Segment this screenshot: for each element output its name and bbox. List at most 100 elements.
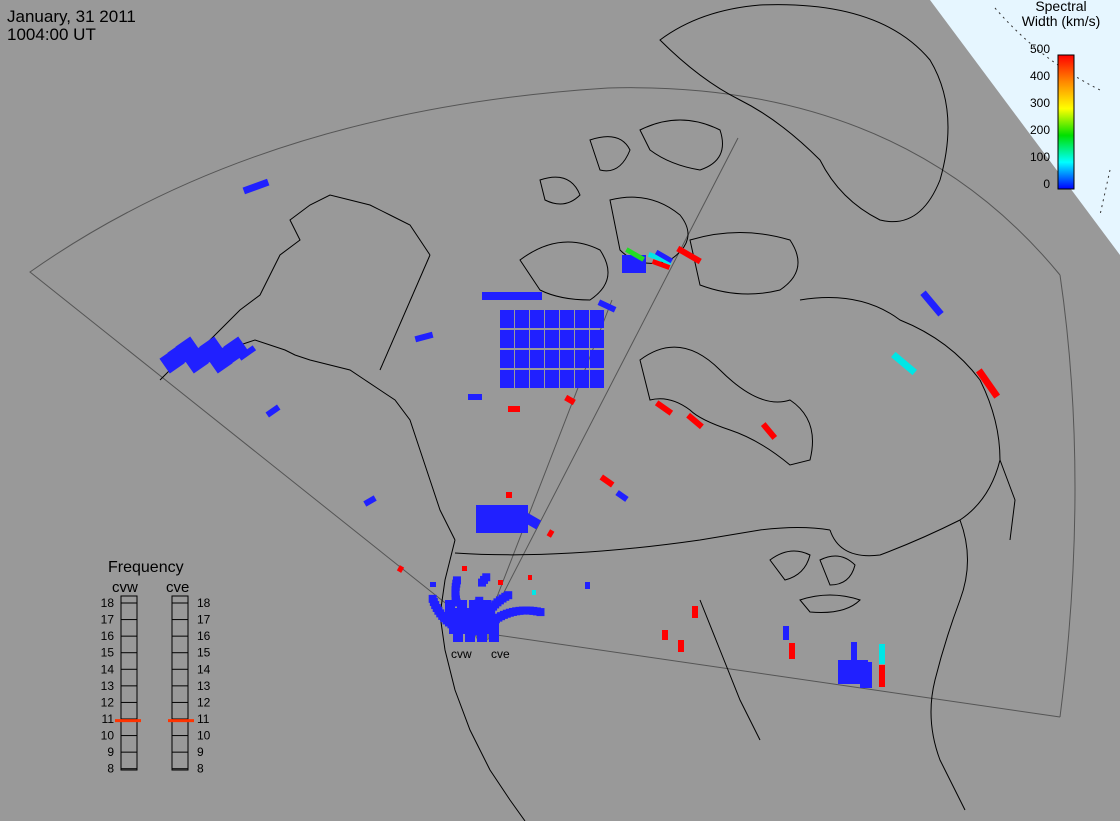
scatter-cell: [515, 350, 529, 368]
freq-scale-label-right: 12: [197, 695, 211, 709]
scatter-cell: [879, 665, 885, 687]
freq-scale-label-right: 16: [197, 629, 211, 643]
scatter-cell: [678, 640, 684, 652]
freq-scale-label-right: 8: [197, 762, 204, 776]
scatter-cell: [530, 292, 542, 300]
scatter-cell: [430, 582, 436, 587]
scatter-cells: [159, 178, 1001, 688]
scatter-cell: [545, 350, 559, 368]
scatter-cell: [575, 370, 589, 388]
freq-scale-label-left: 17: [101, 613, 115, 627]
scatter-cell: [585, 582, 590, 589]
frequency-title: Frequency: [108, 559, 184, 576]
scatter-cell: [482, 292, 494, 300]
scatter-cell: [575, 310, 589, 328]
freq-box-cve: [171, 595, 189, 771]
freq-scale-label-right: 17: [197, 613, 211, 627]
scatter-cell: [500, 370, 514, 388]
scatter-cell: [476, 519, 488, 533]
scatter-cell: [506, 292, 518, 300]
scatter-cell: [462, 566, 467, 571]
freq-scale-label-left: 11: [102, 712, 115, 726]
scatter-cell: [564, 394, 576, 406]
scatter-cell: [545, 330, 559, 348]
scatter-cell: [476, 505, 488, 519]
scatter-cell: [590, 310, 604, 328]
freq-scale-label-right: 13: [197, 679, 211, 693]
freq-scale-label-right: 14: [197, 662, 211, 676]
scatter-cell: [486, 519, 498, 533]
scatter-cell: [662, 630, 668, 640]
scatter-cell: [528, 575, 532, 580]
scatter-cell: [515, 330, 529, 348]
radar-label-cve: cve: [491, 647, 510, 661]
frequency-radar-cvw: cvw: [112, 579, 138, 596]
frequency-panel: 18 18 17 17 16 16 15 15 14 14 13 13 12 12 11 11 10 10 9 9 8 8: [101, 595, 211, 776]
scatter-cell: [530, 330, 544, 348]
scatter-cell: [518, 292, 530, 300]
freq-scale-label-left: 18: [101, 596, 115, 610]
freq-scale-label-left: 12: [101, 695, 115, 709]
scatter-cell: [692, 606, 698, 618]
scatter-cell: [599, 474, 615, 488]
scatter-cell: [465, 616, 475, 642]
scatter-cell: [496, 519, 508, 533]
colorbar: [1057, 54, 1075, 190]
scatter-cell: [891, 351, 917, 376]
scatter-cell: [363, 495, 377, 507]
fov-outline: [29, 87, 1076, 718]
scatter-cell: [530, 310, 544, 328]
scatter-cell: [590, 350, 604, 368]
scatter-cell: [515, 370, 529, 388]
colorbar-tick-100: 100: [1029, 150, 1050, 164]
scatter-cell: [625, 247, 645, 262]
scatter-cell: [506, 505, 518, 519]
map-time: 1004:00 UT: [7, 25, 96, 44]
freq-scale-label-right: 9: [197, 745, 204, 759]
scatter-cell: [920, 290, 944, 317]
scatter-cell: [545, 310, 559, 328]
scatter-cell: [498, 580, 503, 585]
freq-scale-label-left: 9: [107, 745, 114, 759]
scatter-cell: [860, 662, 872, 688]
terminator-dotted-line-2: [1099, 169, 1111, 216]
scatter-cell: [789, 643, 795, 659]
scatter-cell: [597, 299, 617, 313]
freq-scale-label-left: 10: [101, 729, 115, 743]
scatter-cell: [500, 330, 514, 348]
scatter-cell: [508, 406, 520, 412]
scatter-cell: [500, 350, 514, 368]
freq-scale-label-right: 18: [197, 596, 211, 610]
terminator-dotted-line: [994, 7, 1101, 91]
scatter-cell: [783, 626, 789, 640]
scatter-cell: [515, 310, 529, 328]
scatter-cell: [575, 330, 589, 348]
scatter-cell: [468, 394, 482, 400]
scatter-cell: [506, 492, 512, 498]
colorbar-title-line2: Width (km/s): [1021, 13, 1101, 29]
colorbar-title-line1: Spectral: [1035, 0, 1087, 14]
scatter-cell: [560, 310, 574, 328]
scatter-cell: [530, 350, 544, 368]
scatter-cell: [532, 590, 536, 595]
scatter-cell: [265, 404, 281, 418]
coastlines: [159, 4, 1016, 821]
scatter-cell: [546, 529, 555, 538]
scatter-cell: [414, 331, 434, 343]
colorbar-title: Spectral Width (km/s): [1006, 0, 1116, 29]
scatter-cell: [851, 642, 857, 660]
scatter-cell: [654, 249, 674, 264]
colorbar-tick-300: 300: [1029, 96, 1050, 110]
scatter-cell: [647, 252, 673, 265]
scatter-cell: [496, 505, 508, 519]
radar-label-cvw: cvw: [451, 647, 472, 661]
scatter-cell: [575, 350, 589, 368]
freq-scale-label-left: 14: [101, 662, 115, 676]
scatter-cell: [615, 490, 629, 502]
scatter-cell: [237, 345, 257, 361]
colorbar-tick-500: 500: [1029, 42, 1050, 56]
scatter-cell: [452, 598, 461, 607]
freq-scale-label-right: 15: [197, 646, 211, 660]
frequency-radar-cve: cve: [166, 579, 190, 596]
scatter-cell: [530, 370, 544, 388]
